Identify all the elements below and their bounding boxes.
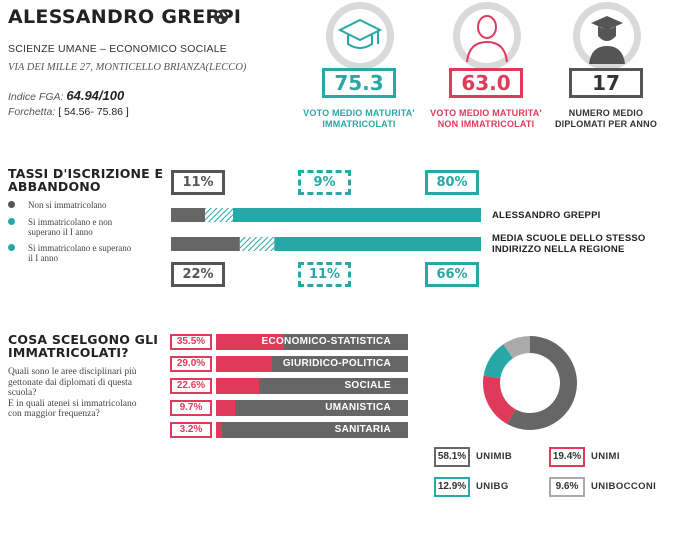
donut-slice-unimib: [507, 336, 577, 430]
choices-description: Quali sono le aree disciplinari più gett…: [8, 367, 137, 419]
stat-label-voto-non-immatricolati: VOTO MEDIO MATURITA' NON IMMATRICOLATI: [430, 108, 542, 129]
uni-name-unimib: UNIMIB: [476, 451, 513, 462]
stat-label-diplomati: NUMERO MEDIO DIPLOMATI PER ANNO: [554, 108, 658, 129]
forchetta-label: Forchetta:: [8, 106, 56, 118]
stat-value-voto-immatricolati: 75.3: [322, 68, 396, 98]
legend-dot-teal: [8, 244, 15, 251]
school-bar-label: ALESSANDRO GREPPI: [492, 210, 601, 221]
area-bar: GIURIDICO-POLITICA: [216, 356, 408, 372]
area-bar-fill: [216, 400, 235, 416]
stat-label-voto-immatricolati: VOTO MEDIO MATURITA' IMMATRICOLATI: [303, 108, 415, 129]
bar-segment-non-immatricolano: [171, 208, 206, 222]
graduation-cap-icon: [326, 2, 394, 70]
forchetta: Forchetta: [ 54.56- 75.86 ]: [8, 106, 129, 118]
bar-segment-superano: [233, 208, 481, 222]
uni-pct-unimi: 19.4%: [549, 447, 585, 467]
area-pct: 3.2%: [170, 422, 212, 438]
area-bar: SANITARIA: [216, 422, 408, 438]
enrollment-title: TASSI D'ISCRIZIONE E ABBANDONO: [8, 166, 164, 194]
area-bar: UMANISTICA: [216, 400, 408, 416]
university-donut-chart: [483, 336, 577, 430]
school-name: ALESSANDRO GREPPI: [8, 6, 242, 28]
donut-slice-unimi: [483, 375, 516, 425]
uni-name-unibocconi: UNIBOCCONI: [591, 481, 657, 492]
area-bar-fill: [216, 356, 272, 372]
region-bar-label: MEDIA SCUOLE DELLO STESSO INDIRIZZO NELL…: [492, 233, 646, 255]
legend-dot-teal: [8, 218, 15, 225]
school-pct-superano: 80%: [425, 170, 479, 195]
uni-name-unibg: UNIBG: [476, 481, 509, 492]
stat-value-voto-non-immatricolati: 63.0: [449, 68, 523, 98]
fga-index: Indice FGA: 64.94/100: [8, 88, 124, 103]
bar-segment-non-superano: [239, 237, 275, 251]
person-silhouette-icon: [453, 2, 521, 70]
area-pct: 35.5%: [170, 334, 212, 350]
legend-non-immatricolano: Non si immatricolano: [8, 200, 148, 212]
area-label: UMANISTICA: [325, 402, 391, 413]
school-pct-non-immatricolano: 11%: [171, 170, 225, 195]
area-label: ECONOMICO-STATISTICA: [261, 336, 391, 347]
region-enrollment-bar: [171, 237, 481, 251]
legend-superano: Si immatricolano e superano il I anno: [8, 243, 148, 265]
fga-label: Indice FGA:: [8, 91, 64, 103]
choices-title: COSA SCELGONO GLI IMMATRICOLATI?: [8, 332, 159, 360]
school-pct-non-superano: 9%: [298, 170, 351, 195]
bar-segment-non-immatricolano: [171, 237, 240, 251]
area-label: GIURIDICO-POLITICA: [282, 358, 391, 369]
donut-slice-unibg: [483, 344, 513, 379]
area-pct: 29.0%: [170, 356, 212, 372]
school-address: VIA DEI MILLE 27, MONTICELLO BRIANZA(LEC…: [8, 62, 247, 73]
uni-pct-unibg: 12.9%: [434, 477, 470, 497]
region-pct-non-superano: 11%: [298, 262, 351, 287]
legend-dot-gray: [8, 201, 15, 208]
bar-segment-superano: [274, 237, 481, 251]
fga-value: 64.94/100: [66, 88, 125, 103]
area-pct: 22.6%: [170, 378, 212, 394]
stat-value-diplomati: 17: [569, 68, 643, 98]
area-label: SOCIALE: [344, 380, 391, 391]
graduate-person-icon: [573, 2, 641, 70]
uni-pct-unibocconi: 9.6%: [549, 477, 585, 497]
area-bar-fill: [216, 378, 260, 394]
region-pct-superano: 66%: [425, 262, 479, 287]
legend-non-superano: Si immatricolano e non superano il I ann…: [8, 217, 148, 239]
bar-segment-non-superano: [205, 208, 233, 222]
area-bar-fill: [216, 422, 223, 438]
globe-icon[interactable]: [213, 9, 229, 25]
uni-name-unimi: UNIMI: [591, 451, 620, 462]
region-pct-non-immatricolano: 22%: [171, 262, 225, 287]
forchetta-value: [ 54.56- 75.86 ]: [58, 106, 129, 118]
area-bar-fill: [216, 334, 285, 350]
uni-pct-unimib: 58.1%: [434, 447, 470, 467]
school-type: SCIENZE UMANE – ECONOMICO SOCIALE: [8, 43, 227, 55]
area-bar: SOCIALE: [216, 378, 408, 394]
area-bar: ECONOMICO-STATISTICA: [216, 334, 408, 350]
area-label: SANITARIA: [334, 424, 391, 435]
area-pct: 9.7%: [170, 400, 212, 416]
donut-slice-unibocconi: [503, 336, 530, 359]
school-enrollment-bar: [171, 208, 481, 222]
